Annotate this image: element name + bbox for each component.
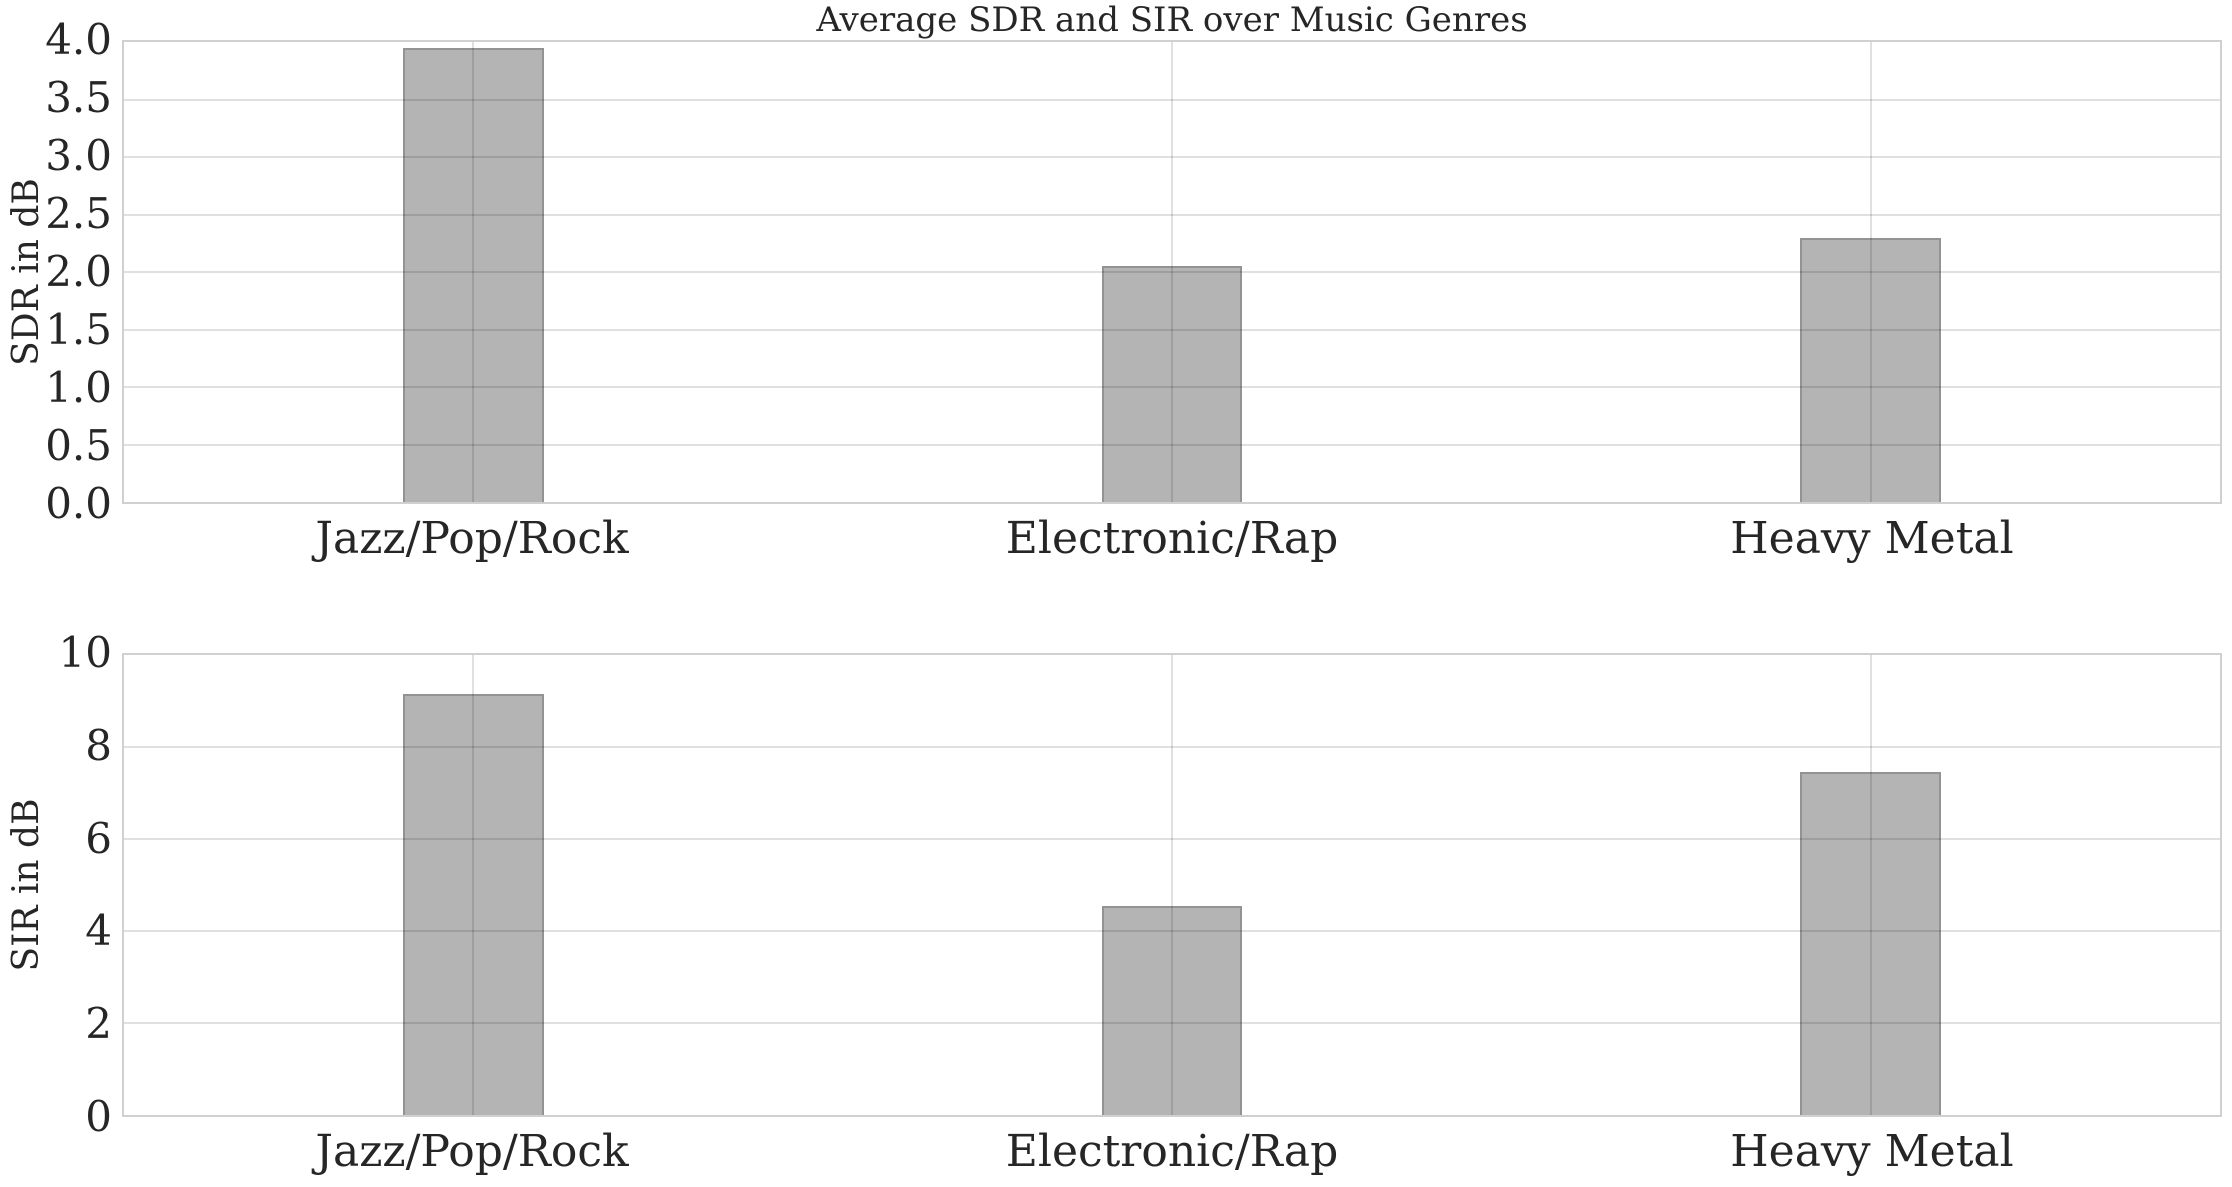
y-tick-label: 1.0 [45,363,112,412]
x-tick-label-jazz-pop-rock: Jazz/Pop/Rock [315,1126,629,1177]
sdr-x-tick-labels: Jazz/Pop/Rock Electronic/Rap Heavy Metal [122,506,2222,582]
bar-jazz-pop-rock [402,694,544,1115]
sdr-y-tick-labels: 0.0 0.5 1.0 1.5 2.0 2.5 3.0 3.5 4.0 [0,19,112,525]
y-tick-label: 0.0 [45,479,112,528]
chart-title: Average SDR and SIR over Music Genres [816,0,1528,40]
sir-plot-area [122,653,2222,1117]
sir-y-tick-labels: 0 2 4 6 8 10 [0,632,112,1138]
x-tick-label-heavy-metal: Heavy Metal [1730,1126,2014,1177]
y-tick-label: 10 [58,628,112,677]
y-tick-label: 8 [85,720,112,770]
y-tick-label: 1.5 [45,305,112,354]
bar-heavy-metal [1800,772,1942,1115]
bar-electronic-rap [1101,266,1243,502]
y-tick-label: 4 [85,906,112,956]
y-tick-label: 2.0 [45,247,112,296]
y-tick-label: 6 [85,813,112,863]
sir-x-tick-labels: Jazz/Pop/Rock Electronic/Rap Heavy Metal [122,1119,2222,1187]
y-tick-label: 3.0 [45,131,112,180]
bar-heavy-metal [1800,237,1942,502]
x-tick-label-electronic-rap: Electronic/Rap [1005,513,1339,564]
y-tick-label: 2 [85,999,112,1049]
bar-electronic-rap [1101,905,1243,1115]
y-tick-label: 4.0 [45,15,112,64]
y-tick-label: 0.5 [45,421,112,470]
bar-jazz-pop-rock [402,47,544,502]
x-tick-label-electronic-rap: Electronic/Rap [1005,1126,1339,1177]
x-tick-label-heavy-metal: Heavy Metal [1730,513,2014,564]
y-tick-label: 2.5 [45,189,112,238]
y-tick-label: 3.5 [45,73,112,122]
sdr-plot-area [122,40,2222,504]
x-tick-label-jazz-pop-rock: Jazz/Pop/Rock [315,513,629,564]
y-tick-label: 0 [85,1092,112,1141]
